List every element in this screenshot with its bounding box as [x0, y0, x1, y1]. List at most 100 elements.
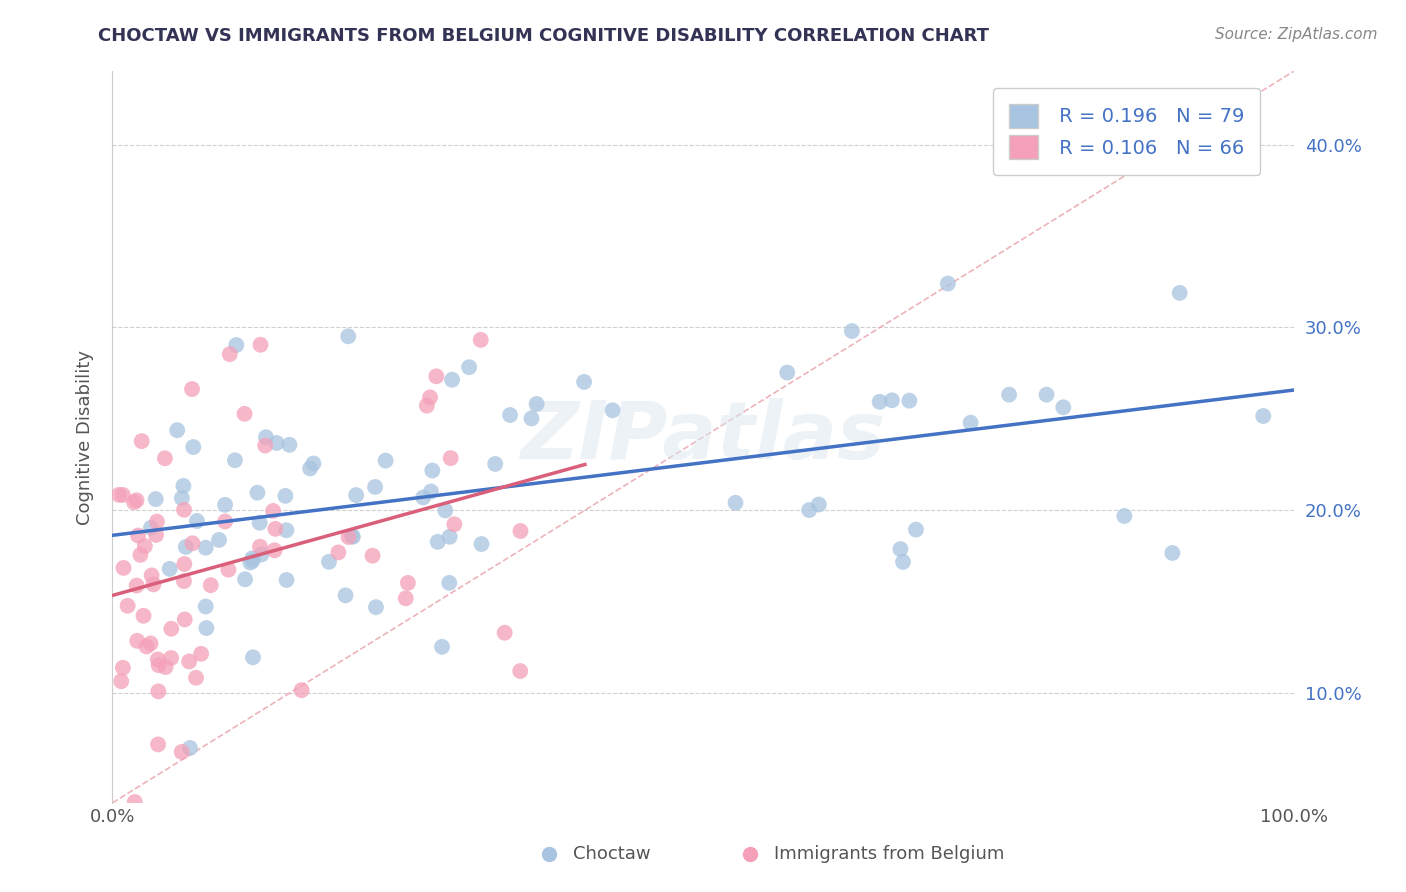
Text: CHOCTAW VS IMMIGRANTS FROM BELGIUM COGNITIVE DISABILITY CORRELATION CHART: CHOCTAW VS IMMIGRANTS FROM BELGIUM COGNI… [98, 27, 990, 45]
Point [344, 488, 367, 502]
Text: ZIPatlas: ZIPatlas [520, 398, 886, 476]
Point [470, 333, 492, 347]
Point [160, 651, 183, 665]
Point [936, 277, 959, 291]
Point [340, 529, 363, 543]
Point [170, 745, 193, 759]
Point [470, 537, 492, 551]
Point [224, 453, 246, 467]
Point [146, 738, 169, 752]
Point [318, 555, 340, 569]
Point [880, 393, 903, 408]
Point [125, 493, 148, 508]
Point [440, 451, 463, 466]
Point [146, 652, 169, 666]
Point [374, 453, 396, 467]
Point [233, 407, 256, 421]
Point [108, 488, 131, 502]
Point [254, 430, 277, 444]
Legend:  R = 0.196   N = 79,  R = 0.106   N = 66: R = 0.196 N = 79, R = 0.106 N = 66 [993, 88, 1260, 175]
Point [262, 504, 284, 518]
Point [194, 599, 217, 614]
Point [342, 530, 364, 544]
Point [263, 543, 285, 558]
Point [264, 522, 287, 536]
Point [173, 612, 195, 626]
Point [134, 539, 156, 553]
Point [218, 347, 240, 361]
Point [1161, 546, 1184, 560]
Point [509, 524, 531, 538]
Point [1114, 508, 1136, 523]
Point [430, 640, 453, 654]
Point [159, 562, 181, 576]
Point [526, 397, 548, 411]
Point [724, 496, 747, 510]
Point [127, 633, 149, 648]
Point [395, 591, 418, 606]
Point [396, 575, 419, 590]
Point [239, 556, 262, 570]
Point [869, 394, 891, 409]
Point [250, 548, 273, 562]
Point [148, 658, 170, 673]
Point [274, 489, 297, 503]
Point [174, 540, 197, 554]
Point [217, 563, 239, 577]
Point [132, 608, 155, 623]
Point [276, 523, 298, 537]
Point [426, 534, 449, 549]
Point [214, 515, 236, 529]
Point [841, 324, 863, 338]
Point [117, 599, 139, 613]
Point [1251, 409, 1274, 423]
Point [1035, 387, 1057, 401]
Point [111, 488, 134, 502]
Point [484, 457, 506, 471]
Point [208, 533, 231, 547]
Point [172, 479, 194, 493]
Point [141, 568, 163, 582]
Point [337, 530, 360, 544]
Point [434, 503, 457, 517]
Point [173, 503, 195, 517]
Point [242, 554, 264, 568]
Point [170, 491, 193, 505]
Point [494, 625, 516, 640]
Point [124, 795, 146, 809]
Point [602, 403, 624, 417]
Point [145, 528, 167, 542]
Point [1052, 401, 1074, 415]
Point [148, 684, 170, 698]
Point [425, 369, 447, 384]
Point [179, 655, 201, 669]
Point [278, 438, 301, 452]
Point [441, 373, 464, 387]
Point [458, 360, 481, 375]
Point [249, 516, 271, 530]
Point [131, 434, 153, 449]
Point [998, 387, 1021, 401]
Point [195, 621, 218, 635]
Point [572, 375, 595, 389]
Point [249, 540, 271, 554]
Point [166, 423, 188, 437]
Point [959, 416, 981, 430]
Point [361, 549, 384, 563]
Point [184, 671, 207, 685]
Point [364, 480, 387, 494]
Point [200, 578, 222, 592]
Point [145, 491, 167, 506]
Point [337, 329, 360, 343]
Point [173, 574, 195, 588]
Point [240, 551, 263, 566]
Point [127, 528, 149, 542]
Point [807, 498, 830, 512]
Point [1168, 285, 1191, 300]
Point [509, 664, 531, 678]
Point [225, 338, 247, 352]
Point [190, 647, 212, 661]
Point [181, 382, 204, 396]
Point [129, 548, 152, 562]
Point [186, 514, 208, 528]
